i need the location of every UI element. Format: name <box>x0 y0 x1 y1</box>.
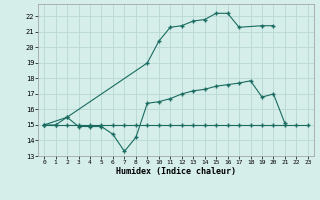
X-axis label: Humidex (Indice chaleur): Humidex (Indice chaleur) <box>116 167 236 176</box>
